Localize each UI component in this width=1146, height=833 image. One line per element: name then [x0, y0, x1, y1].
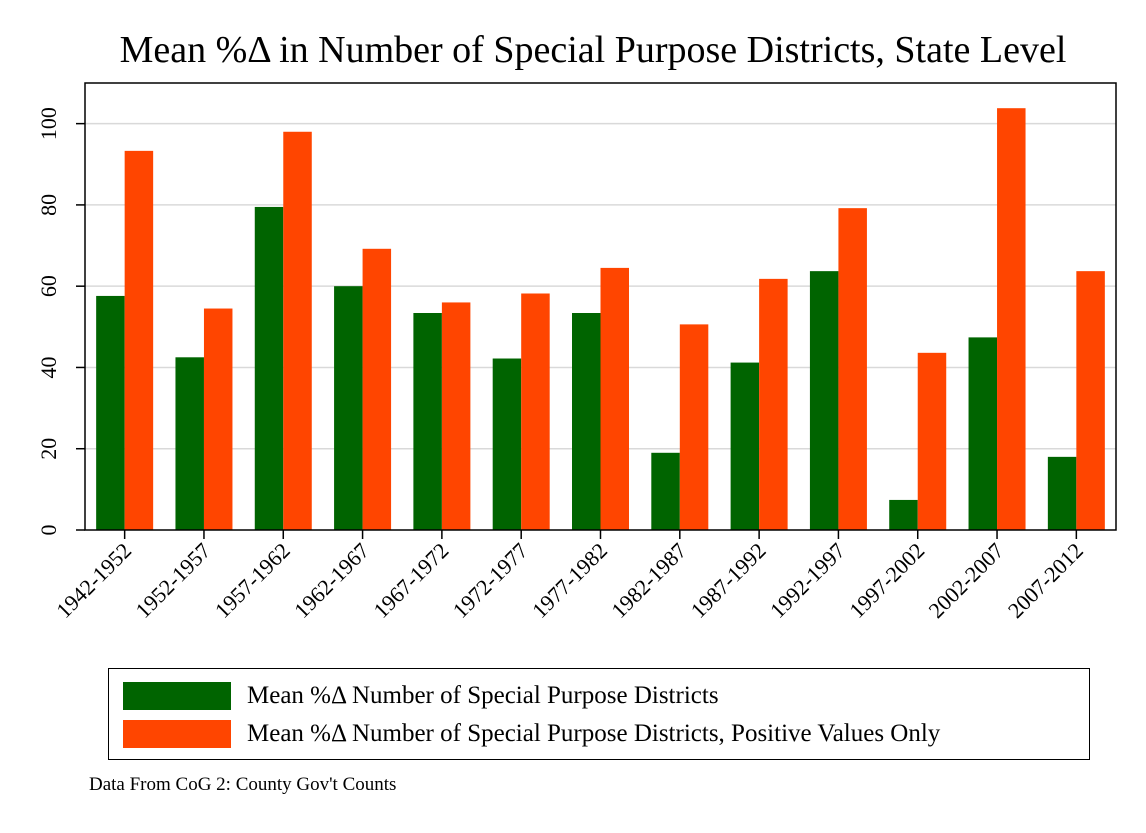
bar-series-2-1942-1952 — [124, 150, 154, 530]
bar-series-1-1982-1987 — [651, 452, 680, 530]
bar-series-2-1977-1982 — [600, 267, 629, 530]
bar-series-1-1942-1952 — [96, 295, 125, 530]
bars — [96, 108, 1105, 530]
bar-series-1-1977-1982 — [572, 313, 601, 530]
bar-series-2-2002-2007 — [997, 108, 1026, 530]
y-tick-label: 0 — [36, 525, 61, 536]
bar-series-1-1962-1967 — [334, 286, 363, 530]
x-tick-label: 1942-1952 — [51, 538, 136, 623]
bar-series-2-1987-1992 — [759, 278, 788, 530]
legend-label-series-1: Mean %Δ Number of Special Purpose Distri… — [247, 682, 719, 709]
x-tick-label: 2007-2012 — [1003, 538, 1088, 623]
x-tick-label: 1992-1997 — [765, 538, 850, 623]
x-tick-label: 1962-1967 — [289, 538, 374, 623]
y-tick-label: 60 — [36, 275, 61, 297]
bar-series-1-1967-1972 — [413, 313, 442, 530]
footnote: Data From CoG 2: County Gov't Counts — [89, 774, 397, 795]
x-tick-label: 1982-1987 — [606, 538, 691, 623]
bar-series-1-1972-1977 — [492, 358, 522, 530]
legend-item-series-1: Mean %Δ Number of Special Purpose Distri… — [123, 681, 719, 711]
bar-series-1-1992-1997 — [809, 271, 839, 530]
bar-series-1-1997-2002 — [889, 499, 918, 530]
bar-series-2-1982-1987 — [679, 324, 709, 530]
y-tick-label: 40 — [36, 356, 61, 378]
x-tick-label: 1952-1957 — [130, 538, 215, 623]
legend-swatch-series-2 — [123, 720, 231, 748]
y-tick-label: 20 — [36, 438, 61, 460]
legend-item-series-2: Mean %Δ Number of Special Purpose Distri… — [123, 719, 940, 749]
bar-series-2-2007-2012 — [1076, 271, 1105, 530]
x-tick-label: 1997-2002 — [844, 538, 929, 623]
y-tick-label: 80 — [36, 194, 61, 216]
bar-series-1-1952-1957 — [175, 357, 204, 530]
bar-series-2-1967-1972 — [441, 302, 471, 530]
bar-chart: 0 20 40 60 80 100 1942-19521952-19571957-1962… — [36, 82, 1117, 623]
y-tick-label: 100 — [36, 107, 61, 140]
x-tick-label: 1972-1977 — [448, 538, 533, 623]
bar-series-1-2002-2007 — [968, 337, 998, 530]
bar-series-1-1957-1962 — [254, 206, 284, 530]
chart-title: Mean %Δ in Number of Special Purpose Dis… — [119, 29, 1067, 71]
bar-series-1-2007-2012 — [1047, 456, 1077, 530]
bar-series-2-1962-1967 — [362, 248, 392, 530]
x-tick-label: 1967-1972 — [368, 538, 453, 623]
bar-series-2-1992-1997 — [838, 208, 867, 530]
bar-series-1-1987-1992 — [730, 362, 760, 530]
y-axis: 0 20 40 60 80 100 — [36, 107, 85, 536]
legend-label-series-2: Mean %Δ Number of Special Purpose Distri… — [247, 720, 941, 747]
x-tick-label: 1977-1982 — [527, 538, 612, 623]
x-tick-label: 1957-1962 — [210, 538, 295, 623]
legend-swatch-series-1 — [123, 682, 231, 710]
bar-series-2-1952-1957 — [203, 308, 233, 530]
x-tick-label: 2002-2007 — [923, 538, 1008, 623]
x-tick-label: 1987-1992 — [686, 538, 771, 623]
bar-series-2-1972-1977 — [521, 293, 550, 530]
x-axis: 1942-19521952-19571957-19621962-19671967… — [51, 530, 1088, 623]
bar-series-2-1997-2002 — [917, 352, 947, 530]
legend: Mean %Δ Number of Special Purpose Distri… — [108, 668, 1090, 760]
bar-series-2-1957-1962 — [283, 131, 312, 530]
